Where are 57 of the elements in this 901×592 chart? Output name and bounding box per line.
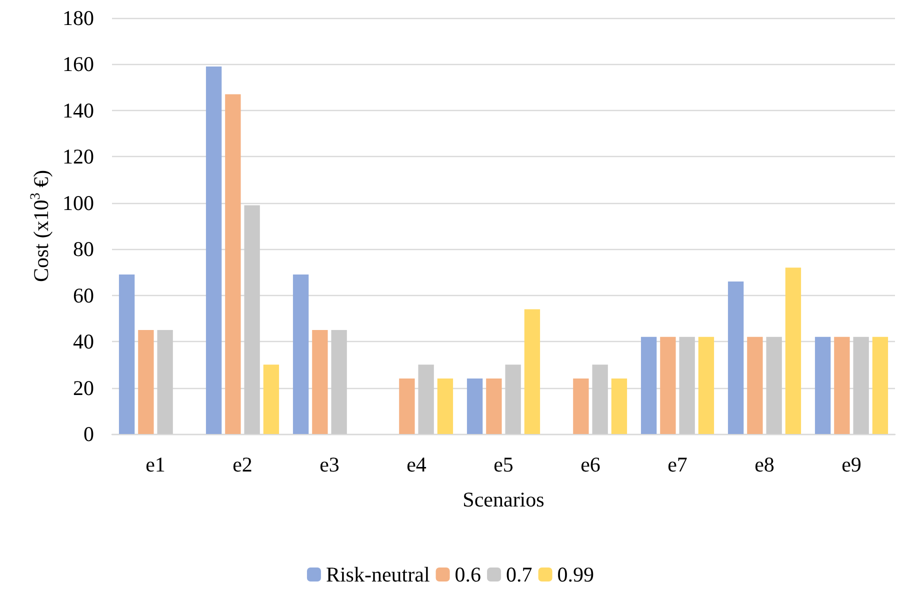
bar bbox=[592, 364, 608, 434]
bar bbox=[225, 94, 241, 434]
x-tick-label: e9 bbox=[842, 452, 862, 476]
bar bbox=[244, 205, 260, 434]
x-tick-label: e7 bbox=[668, 452, 688, 476]
x-axis-title: Scenarios bbox=[462, 488, 544, 512]
bar bbox=[698, 336, 714, 434]
bar bbox=[466, 378, 483, 434]
bar bbox=[611, 378, 628, 434]
bar bbox=[437, 378, 454, 434]
y-tick-label: 160 bbox=[62, 52, 94, 76]
y-tick-label: 80 bbox=[73, 237, 94, 262]
x-tick-label: e4 bbox=[406, 452, 427, 476]
bar bbox=[814, 336, 831, 434]
y-axis-title: Cost (x103 €) bbox=[28, 170, 54, 282]
bar bbox=[766, 336, 782, 434]
x-tick-label: e5 bbox=[494, 452, 514, 476]
x-tick-label: e1 bbox=[146, 452, 166, 476]
bar bbox=[872, 336, 888, 434]
bar bbox=[573, 378, 589, 434]
bar bbox=[138, 330, 154, 434]
bar bbox=[853, 336, 869, 434]
bar bbox=[206, 66, 222, 434]
bar bbox=[679, 336, 695, 434]
bar bbox=[312, 330, 328, 434]
y-tick-label: 40 bbox=[73, 330, 94, 354]
x-tick-label: e6 bbox=[580, 452, 600, 476]
y-tick-label: 0 bbox=[84, 422, 94, 446]
bar bbox=[418, 364, 434, 434]
x-tick-label: e2 bbox=[232, 452, 252, 476]
bar bbox=[524, 309, 540, 434]
bar bbox=[263, 364, 280, 434]
y-tick-label: 100 bbox=[62, 190, 94, 215]
bar bbox=[331, 330, 347, 434]
y-tick-label: 180 bbox=[62, 6, 94, 30]
y-tick-label: 20 bbox=[73, 376, 94, 400]
bar bbox=[486, 378, 502, 434]
bar bbox=[157, 330, 173, 434]
bar bbox=[660, 336, 676, 434]
bar bbox=[399, 378, 415, 434]
x-tick-label: e8 bbox=[754, 452, 774, 476]
bar bbox=[118, 274, 135, 434]
legend-label: 0.99 bbox=[557, 562, 594, 586]
y-tick-label: 60 bbox=[73, 283, 94, 308]
bar bbox=[505, 364, 521, 434]
y-tick-label: 120 bbox=[62, 144, 94, 169]
x-tick-label: e3 bbox=[320, 452, 340, 476]
legend-label: 0.6 bbox=[454, 562, 482, 586]
bar bbox=[640, 336, 657, 434]
bar bbox=[834, 336, 850, 434]
bar bbox=[747, 336, 763, 434]
bar bbox=[728, 281, 744, 434]
y-tick-label: 140 bbox=[62, 98, 94, 122]
legend-label: Risk-neutral bbox=[326, 562, 430, 586]
legend-label: 0.7 bbox=[506, 562, 532, 586]
bar bbox=[785, 268, 802, 434]
bar bbox=[292, 274, 309, 434]
